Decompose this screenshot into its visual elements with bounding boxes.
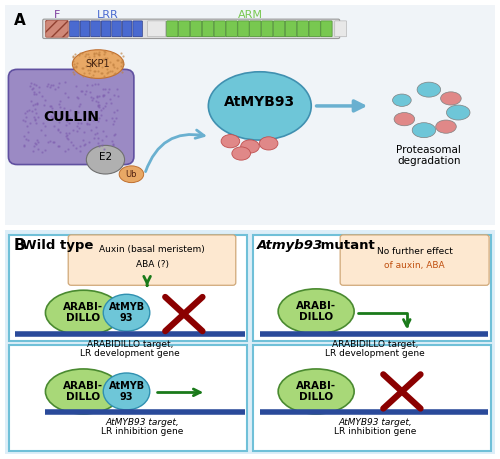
- Text: AtMYB93 target,: AtMYB93 target,: [106, 418, 179, 426]
- FancyBboxPatch shape: [112, 21, 122, 37]
- Text: Auxin (basal meristem): Auxin (basal meristem): [99, 245, 205, 254]
- Ellipse shape: [240, 140, 260, 153]
- Text: CULLIN: CULLIN: [43, 110, 99, 124]
- FancyBboxPatch shape: [238, 21, 249, 37]
- Ellipse shape: [103, 373, 150, 410]
- FancyBboxPatch shape: [297, 21, 308, 37]
- Text: ABA (?): ABA (?): [136, 260, 168, 269]
- FancyBboxPatch shape: [8, 69, 134, 164]
- Ellipse shape: [86, 146, 124, 174]
- FancyBboxPatch shape: [80, 21, 90, 37]
- Text: AtMYB
93: AtMYB 93: [108, 381, 144, 402]
- FancyBboxPatch shape: [1, 1, 499, 229]
- FancyBboxPatch shape: [253, 235, 491, 341]
- Text: AtMYB93 target,: AtMYB93 target,: [338, 418, 412, 426]
- FancyBboxPatch shape: [9, 345, 247, 451]
- Text: A: A: [14, 12, 26, 28]
- FancyBboxPatch shape: [70, 21, 79, 37]
- Ellipse shape: [278, 369, 354, 414]
- Ellipse shape: [446, 105, 470, 120]
- FancyBboxPatch shape: [102, 21, 111, 37]
- FancyBboxPatch shape: [133, 21, 142, 37]
- Text: LRR: LRR: [98, 10, 119, 20]
- FancyBboxPatch shape: [250, 21, 261, 37]
- FancyBboxPatch shape: [46, 21, 68, 37]
- Text: ARABI-
DILLO: ARABI- DILLO: [64, 381, 104, 402]
- Text: ARABI-
DILLO: ARABI- DILLO: [296, 381, 336, 402]
- Text: F: F: [54, 10, 60, 20]
- Ellipse shape: [221, 134, 240, 148]
- FancyBboxPatch shape: [335, 21, 346, 37]
- Text: ARABI-
DILLO: ARABI- DILLO: [296, 301, 336, 322]
- FancyBboxPatch shape: [253, 345, 491, 451]
- Ellipse shape: [392, 94, 411, 106]
- FancyBboxPatch shape: [148, 21, 166, 37]
- Ellipse shape: [260, 137, 278, 150]
- FancyBboxPatch shape: [321, 21, 332, 37]
- Text: LR inhibition gene: LR inhibition gene: [334, 426, 416, 436]
- Text: ARABIDILLO target,: ARABIDILLO target,: [87, 340, 173, 349]
- Ellipse shape: [394, 112, 414, 126]
- Text: Ub: Ub: [126, 170, 137, 179]
- Text: No further effect: No further effect: [376, 246, 452, 256]
- Text: Proteasomal
degradation: Proteasomal degradation: [396, 145, 462, 166]
- FancyBboxPatch shape: [42, 19, 340, 39]
- FancyBboxPatch shape: [166, 21, 178, 37]
- Text: LR development gene: LR development gene: [80, 349, 180, 358]
- Ellipse shape: [436, 120, 456, 133]
- FancyBboxPatch shape: [262, 21, 273, 37]
- Ellipse shape: [46, 290, 122, 335]
- Text: AtMYB93: AtMYB93: [224, 95, 296, 109]
- Ellipse shape: [440, 92, 461, 105]
- FancyBboxPatch shape: [202, 21, 213, 37]
- Text: E2: E2: [99, 152, 112, 162]
- Ellipse shape: [412, 123, 436, 138]
- Text: B: B: [14, 238, 26, 252]
- Ellipse shape: [119, 166, 144, 183]
- Text: LR development gene: LR development gene: [325, 349, 425, 358]
- FancyBboxPatch shape: [340, 235, 489, 285]
- Text: Wild type: Wild type: [22, 240, 94, 252]
- Ellipse shape: [278, 289, 354, 334]
- Ellipse shape: [46, 369, 122, 414]
- FancyBboxPatch shape: [190, 21, 202, 37]
- FancyBboxPatch shape: [2, 227, 498, 457]
- Text: ARABIDILLO target,: ARABIDILLO target,: [332, 340, 418, 349]
- Ellipse shape: [208, 72, 311, 140]
- Ellipse shape: [417, 82, 440, 97]
- Text: Atmyb93: Atmyb93: [258, 240, 324, 252]
- Text: of auxin, ABA: of auxin, ABA: [384, 261, 445, 270]
- FancyBboxPatch shape: [226, 21, 237, 37]
- Ellipse shape: [103, 294, 150, 331]
- FancyBboxPatch shape: [9, 235, 247, 341]
- Text: AtMYB
93: AtMYB 93: [108, 302, 144, 323]
- Text: ARABI-
DILLO: ARABI- DILLO: [64, 302, 104, 323]
- FancyBboxPatch shape: [309, 21, 320, 37]
- FancyBboxPatch shape: [91, 21, 101, 37]
- FancyBboxPatch shape: [214, 21, 226, 37]
- FancyBboxPatch shape: [286, 21, 296, 37]
- FancyBboxPatch shape: [68, 235, 236, 285]
- Text: LR inhibition gene: LR inhibition gene: [101, 426, 184, 436]
- Text: mutant: mutant: [316, 240, 375, 252]
- FancyBboxPatch shape: [122, 21, 132, 37]
- Text: ARM: ARM: [238, 10, 263, 20]
- Ellipse shape: [232, 147, 250, 160]
- Ellipse shape: [72, 50, 124, 78]
- Text: SKP1: SKP1: [86, 59, 110, 69]
- FancyBboxPatch shape: [274, 21, 284, 37]
- FancyBboxPatch shape: [178, 21, 190, 37]
